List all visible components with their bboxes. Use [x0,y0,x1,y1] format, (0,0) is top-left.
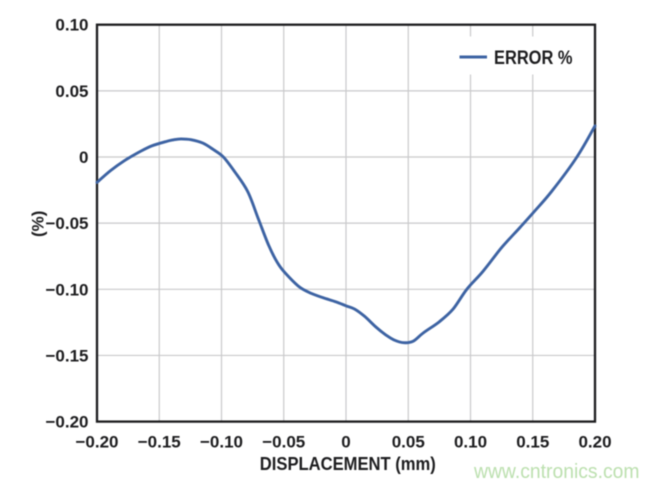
svg-text:−0.10: −0.10 [200,432,243,451]
svg-text:−0.20: −0.20 [75,432,118,451]
svg-text:0.10: 0.10 [454,432,487,451]
svg-text:0.05: 0.05 [55,82,88,101]
svg-text:0.20: 0.20 [578,432,611,451]
svg-text:−0.05: −0.05 [45,214,88,233]
svg-text:0: 0 [79,148,88,167]
svg-text:www.cntronics.com: www.cntronics.com [473,460,639,483]
svg-text:DISPLACEMENT (mm): DISPLACEMENT (mm) [260,454,436,474]
svg-text:−0.10: −0.10 [45,280,88,299]
svg-text:0.15: 0.15 [516,432,549,451]
svg-text:−0.15: −0.15 [45,346,88,365]
svg-text:0.05: 0.05 [392,432,425,451]
svg-text:0: 0 [341,432,350,451]
svg-text:−0.15: −0.15 [138,432,181,451]
svg-text:ERROR %: ERROR % [494,48,573,69]
svg-text:−0.20: −0.20 [45,413,88,432]
svg-text:0.10: 0.10 [55,16,88,35]
svg-text:−0.05: −0.05 [262,432,305,451]
svg-text:(%): (%) [29,211,48,237]
